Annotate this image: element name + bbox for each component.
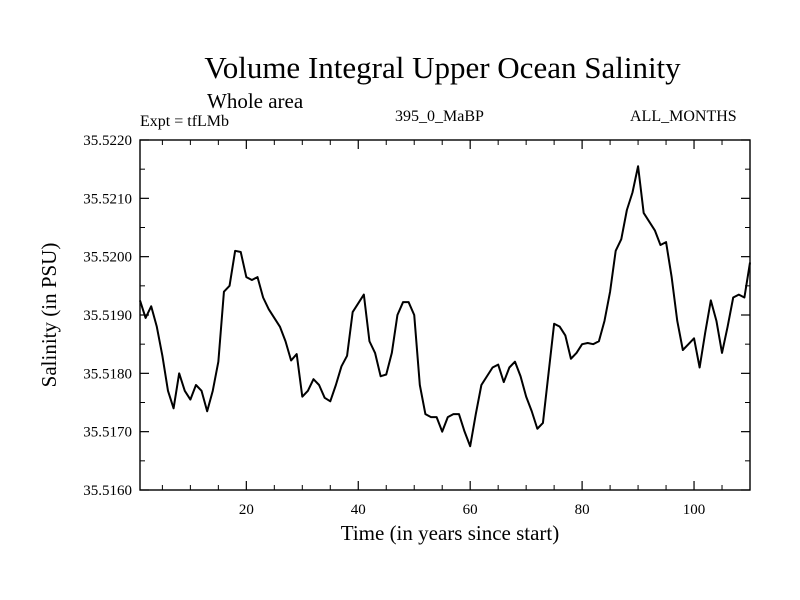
run-label: 395_0_MaBP xyxy=(395,108,484,125)
salinity-series-line xyxy=(139,165,751,448)
y-tick-label: 35.5220 xyxy=(83,133,132,149)
x-tick-label: 100 xyxy=(683,502,706,518)
y-tick-label: 35.5160 xyxy=(83,483,132,499)
x-tick-label: 20 xyxy=(239,502,254,518)
experiment-label: Expt = tfLMb xyxy=(140,113,230,130)
x-tick-label: 40 xyxy=(351,502,366,518)
y-tick-label: 35.5200 xyxy=(83,250,132,266)
y-tick-label: 35.5180 xyxy=(83,366,132,382)
x-tick-label: 60 xyxy=(463,502,478,518)
y-axis-label: Salinity (in PSU) xyxy=(37,243,61,388)
plot-frame xyxy=(139,139,751,491)
chart-title: Volume Integral Upper Ocean Salinity xyxy=(204,50,681,85)
chart-subtitle: Whole area xyxy=(207,89,304,113)
y-tick-label: 35.5190 xyxy=(83,308,132,324)
y-tick-label: 35.5170 xyxy=(83,425,132,441)
x-tick-label: 80 xyxy=(575,502,590,518)
y-tick-label: 35.5210 xyxy=(83,191,132,207)
period-label: ALL_MONTHS xyxy=(630,108,737,125)
x-axis-label: Time (in years since start) xyxy=(341,521,560,545)
